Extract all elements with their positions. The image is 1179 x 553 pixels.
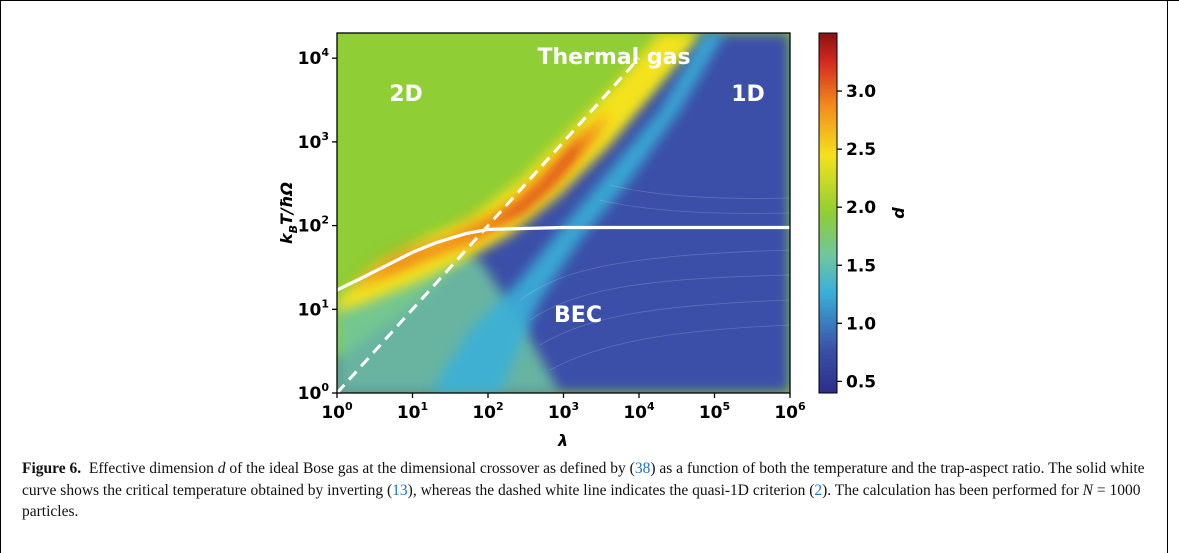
caption-text-6: = 1000 particles.: [22, 481, 1141, 521]
label-bec: BEC: [554, 303, 602, 328]
colorbar-ticks: 0.5 1.0 1.5 2.0 2.5 3.0: [837, 82, 876, 392]
caption-text-5: ). The calculation has been performed fo…: [822, 481, 1083, 499]
colorbar-tick-label: 2.5: [846, 140, 876, 160]
caption-ref-13[interactable]: 13: [392, 481, 408, 499]
y-tick-label: 103: [298, 130, 329, 153]
yellow-ridge: [337, 33, 700, 312]
x-axis-label: λ: [557, 431, 568, 450]
label-2d: 2D: [389, 82, 423, 107]
colorbar-label: d: [889, 207, 908, 219]
x-tick-label: 101: [397, 400, 428, 423]
colorbar-tick-label: 1.5: [846, 256, 876, 276]
caption-text-3: ) as a function of both the temperature …: [22, 460, 1145, 499]
x-tick-label: 106: [774, 400, 806, 423]
y-tick-label: 100: [298, 381, 330, 404]
caption-symbol-d: d: [217, 460, 226, 477]
cyan-ridge: [337, 33, 725, 393]
colorbar-tick-label: 2.0: [846, 198, 876, 218]
colorbar-tick-label: 1.0: [846, 314, 876, 334]
x-tick-label: 104: [623, 400, 655, 423]
caption-symbol-n: N: [1082, 481, 1094, 499]
y-axis-label: kBT/ħΩ: [277, 182, 300, 244]
caption-text-4: ), whereas the dashed white line indicat…: [407, 481, 815, 499]
caption-ref-2[interactable]: 2: [814, 481, 823, 499]
contour-lines: [519, 184, 790, 371]
y-tick-label: 101: [298, 297, 329, 320]
y-tick-label: 104: [298, 46, 330, 69]
caption-ref-38[interactable]: 38: [634, 460, 651, 477]
frame-top-border: [0, 0, 1179, 1]
caption-text-2: of the ideal Bose gas at the dimensional…: [225, 460, 635, 477]
label-1d: 1D: [731, 82, 765, 107]
y-tick-label: 102: [298, 214, 329, 237]
figure-caption: Figure 6. Effective dimension d of the i…: [22, 458, 1152, 523]
critical-temperature-curve: [337, 225, 790, 292]
x-tick-label: 100: [321, 400, 353, 423]
quasi-1d-dashed-line: [337, 57, 641, 393]
figure-plot: 2D 1D Thermal gas BEC 100 101 102 103 104 105…: [277, 32, 908, 450]
y-axis-ticks: 100 101 102 103 104: [298, 46, 337, 404]
frame-left-border: [0, 0, 1, 553]
colorbar: [818, 32, 838, 394]
caption-text-1: Effective dimension: [88, 460, 218, 477]
x-tick-label: 102: [472, 400, 503, 423]
label-thermal-gas: Thermal gas: [537, 45, 690, 70]
frame-right-border: [1167, 0, 1168, 553]
x-tick-label: 103: [548, 400, 579, 423]
colorbar-tick-label: 0.5: [846, 372, 876, 392]
colorbar-tick-label: 3.0: [846, 82, 876, 102]
x-tick-label: 105: [699, 400, 730, 423]
heatmap-area: [337, 33, 790, 393]
x-axis-ticks: 100 101 102 103 104 105 106: [321, 393, 806, 423]
caption-label: Figure 6.: [22, 460, 82, 477]
